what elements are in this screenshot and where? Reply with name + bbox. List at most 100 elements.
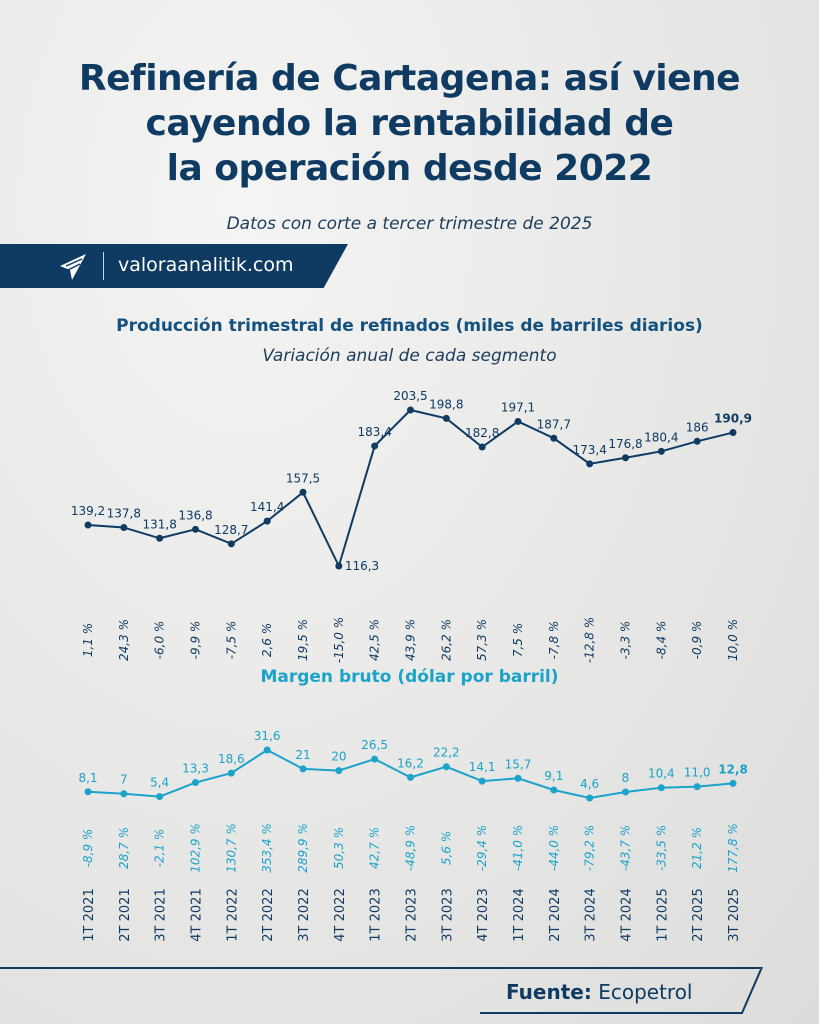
data-label: 197,1 [501,400,535,414]
data-label: 157,5 [286,471,320,485]
production-chart-title: Producción trimestral de refinados (mile… [116,316,703,336]
source-label: Fuente: Ecopetrol [506,980,693,1004]
data-point [693,437,701,445]
data-label: 9,1 [544,769,563,783]
annual-change-label: -2,1 % [153,829,167,868]
annual-change-label: -9,9 % [189,621,203,660]
data-label: 180,4 [644,430,678,444]
data-label: 183,4 [357,425,391,439]
data-point [263,517,271,525]
data-label: 128,7 [214,523,248,537]
data-label: 20 [331,750,346,764]
annual-change-label: 28,7 % [117,827,131,869]
data-label: 16,2 [397,756,424,770]
annual-change-label: -44,0 % [547,825,561,871]
production-chart-subtitle: Variación anual de cada segmento [262,346,557,366]
annual-change-label: 353,4 % [260,823,274,873]
data-point [407,406,414,414]
data-label: 7 [120,773,128,787]
data-point [407,773,414,781]
x-tick-label: 3T 2022 [297,888,312,941]
data-point [299,488,307,496]
annual-change-label: -48,9 % [404,825,418,871]
data-label: 13,3 [182,762,209,776]
data-label: 173,4 [572,443,606,457]
data-point [263,746,271,754]
data-point [84,521,92,529]
x-tick-label: 2T 2022 [261,888,276,941]
source-prefix: Fuente: [506,980,592,1004]
data-point [693,783,701,791]
data-label: 12,8 [718,762,748,776]
annual-change-label: -6,0 % [153,621,167,660]
data-point [156,534,164,542]
data-label: 11,0 [684,766,711,780]
data-point [299,765,307,773]
data-label: 203,5 [393,389,427,403]
divider [103,252,104,280]
data-label: 182,8 [465,426,499,440]
data-label: 8 [622,771,630,785]
data-point [657,784,665,792]
annual-change-label: -7,8 % [547,621,561,660]
annual-change-label: 7,5 % [511,623,525,657]
data-label: 136,8 [178,508,212,522]
x-tick-label: 4T 2022 [333,888,348,941]
footer-divider [0,967,760,969]
annual-change-label: 50,3 % [332,827,346,869]
data-point [550,786,558,794]
data-label: 190,9 [714,412,752,426]
data-point [84,788,92,796]
site-url[interactable]: valoraanalitik.com [118,254,294,276]
annual-change-label: 57,3 % [475,619,489,661]
data-point [442,763,450,771]
data-point [120,790,128,798]
data-point [622,454,629,462]
annual-change-label: 5,6 % [439,831,453,865]
data-label: 15,7 [505,757,532,771]
x-tick-label: 3T 2021 [154,888,169,941]
annual-change-label: -15,0 % [332,617,346,663]
annual-change-label: 42,7 % [368,827,382,869]
subtitle: Datos con corte a tercer trimestre de 20… [226,214,593,234]
data-label: 18,6 [218,752,245,766]
data-point [442,414,450,422]
annual-change-label: -12,8 % [583,617,597,663]
data-label: 5,4 [150,776,169,790]
data-label: 141,4 [250,500,284,514]
data-point [514,774,522,782]
data-point [371,442,379,450]
annual-change-label: 177,8 % [726,823,740,873]
annual-change-label: 10,0 % [726,619,740,661]
source-box [480,967,764,1014]
x-tick-label: 2T 2023 [405,888,420,941]
series-line-0 [87,408,734,569]
data-label: 21 [295,748,310,762]
page-title: Refinería de Cartagena: así viene cayend… [0,56,819,191]
annual-change-label: 42,5 % [368,619,382,661]
annual-change-label: -43,7 % [619,825,633,871]
x-tick-label: 2T 2021 [118,888,133,941]
x-tick-label: 2T 2024 [548,888,563,941]
title-line: Refinería de Cartagena: así viene [78,58,741,99]
annual-change-label: -8,9 % [81,829,95,868]
data-point [227,540,235,548]
annual-change-label: 289,9 % [296,823,310,873]
annual-change-label: 19,5 % [296,619,310,661]
x-tick-label: 4T 2024 [620,888,635,941]
data-point [550,434,558,442]
annual-change-label: 130,7 % [224,823,238,873]
x-tick-label: 3T 2023 [440,888,455,941]
x-tick-label: 2T 2025 [691,888,706,941]
data-label: 116,3 [345,559,379,573]
data-point [586,460,594,468]
data-point [371,755,379,763]
annual-change-label: 21,2 % [690,827,704,869]
data-point [478,443,486,451]
title-line: la operación desde 2022 [166,148,653,189]
data-point [335,767,343,775]
data-point [156,793,164,801]
data-point [586,794,594,802]
